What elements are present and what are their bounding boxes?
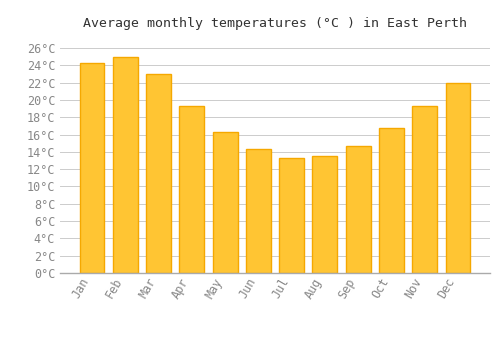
Title: Average monthly temperatures (°C ) in East Perth: Average monthly temperatures (°C ) in Ea… [83, 17, 467, 30]
Bar [113, 57, 138, 273]
Bar [346, 146, 370, 273]
Bar [246, 149, 271, 273]
Bar [446, 83, 470, 273]
Bar [180, 106, 204, 273]
Bar [146, 74, 171, 273]
Bar [212, 132, 238, 273]
Bar [279, 158, 304, 273]
Bar [412, 106, 437, 273]
Bar [312, 156, 338, 273]
Bar [80, 63, 104, 273]
Bar [379, 128, 404, 273]
